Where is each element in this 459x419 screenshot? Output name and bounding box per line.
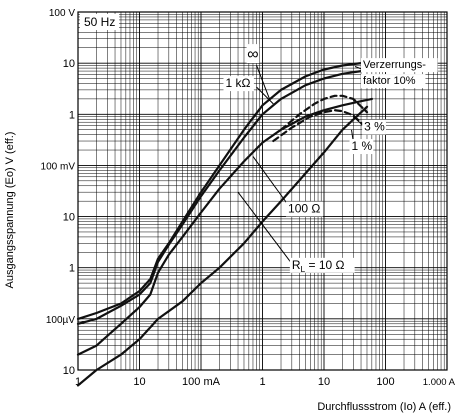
annotation-label: 100 Ω	[288, 202, 320, 216]
annotation-label: faktor 10%	[363, 75, 416, 87]
frequency-label: 50 Hz	[80, 14, 120, 30]
annotation-label: ∞	[247, 46, 258, 63]
x-tick-label: 1	[75, 376, 81, 388]
x-tick-label: 10	[133, 376, 145, 388]
y-tick-label: 1	[69, 263, 75, 275]
y-axis-label: Ausgangsspannung (Eo) V (eff.)	[4, 131, 16, 289]
annotations: ∞ 1 kΩ Verzerrungs-faktor 10% 3 % 1 % 100 Ω RL…	[223, 44, 438, 274]
annotation-bg	[286, 201, 324, 217]
series-line-rl-10-	[76, 105, 369, 387]
annotation-label: 3 %	[364, 120, 385, 134]
annotation-label: 1 kΩ	[225, 76, 250, 90]
annotation-label: 1 %	[352, 139, 373, 153]
annotation-leader	[252, 156, 290, 207]
x-axis-label: Durchflussstrom (Io) A (eff.)	[317, 401, 451, 413]
series-lines	[76, 61, 373, 387]
series-line-3-	[279, 94, 369, 131]
annotation-label: RL = 10 Ω	[292, 258, 345, 274]
annotation-leader	[256, 65, 270, 100]
annotation-bg	[360, 74, 426, 89]
series-line-100-	[76, 97, 373, 356]
annotation-leader	[256, 86, 274, 105]
plot-frame	[77, 11, 448, 371]
annotation-leader	[353, 116, 363, 126]
series-line-1-	[272, 109, 366, 143]
x-tick-label: 1	[259, 376, 265, 388]
annotation-bg	[246, 44, 260, 64]
annotation-bg	[362, 119, 386, 135]
series-line--	[76, 61, 363, 320]
y-tick-label: 100 mV	[41, 161, 76, 172]
series-line-1-k-	[76, 69, 363, 325]
x-tick-label: 1.000 A	[423, 377, 456, 388]
y-tick-label: 1	[69, 109, 75, 121]
grid	[77, 12, 447, 371]
annotation-bg	[349, 139, 374, 155]
y-tick-label: 10	[63, 365, 75, 377]
x-tick-label: 100 mA	[182, 376, 221, 388]
x-tick-label: 100	[376, 376, 394, 388]
annotation-label: Verzerrungs-	[363, 59, 426, 71]
annotation-leader	[237, 191, 293, 264]
y-tick-label: 100 V	[49, 8, 75, 19]
y-tick-label: 100µV	[46, 315, 75, 326]
y-tick-label: 10	[63, 212, 75, 224]
x-tick-label: 10	[318, 376, 330, 388]
annotation-bg	[289, 257, 355, 273]
annotation-bg	[223, 76, 254, 92]
annotation-bg	[360, 58, 438, 73]
y-tick-label: 10	[63, 58, 75, 70]
